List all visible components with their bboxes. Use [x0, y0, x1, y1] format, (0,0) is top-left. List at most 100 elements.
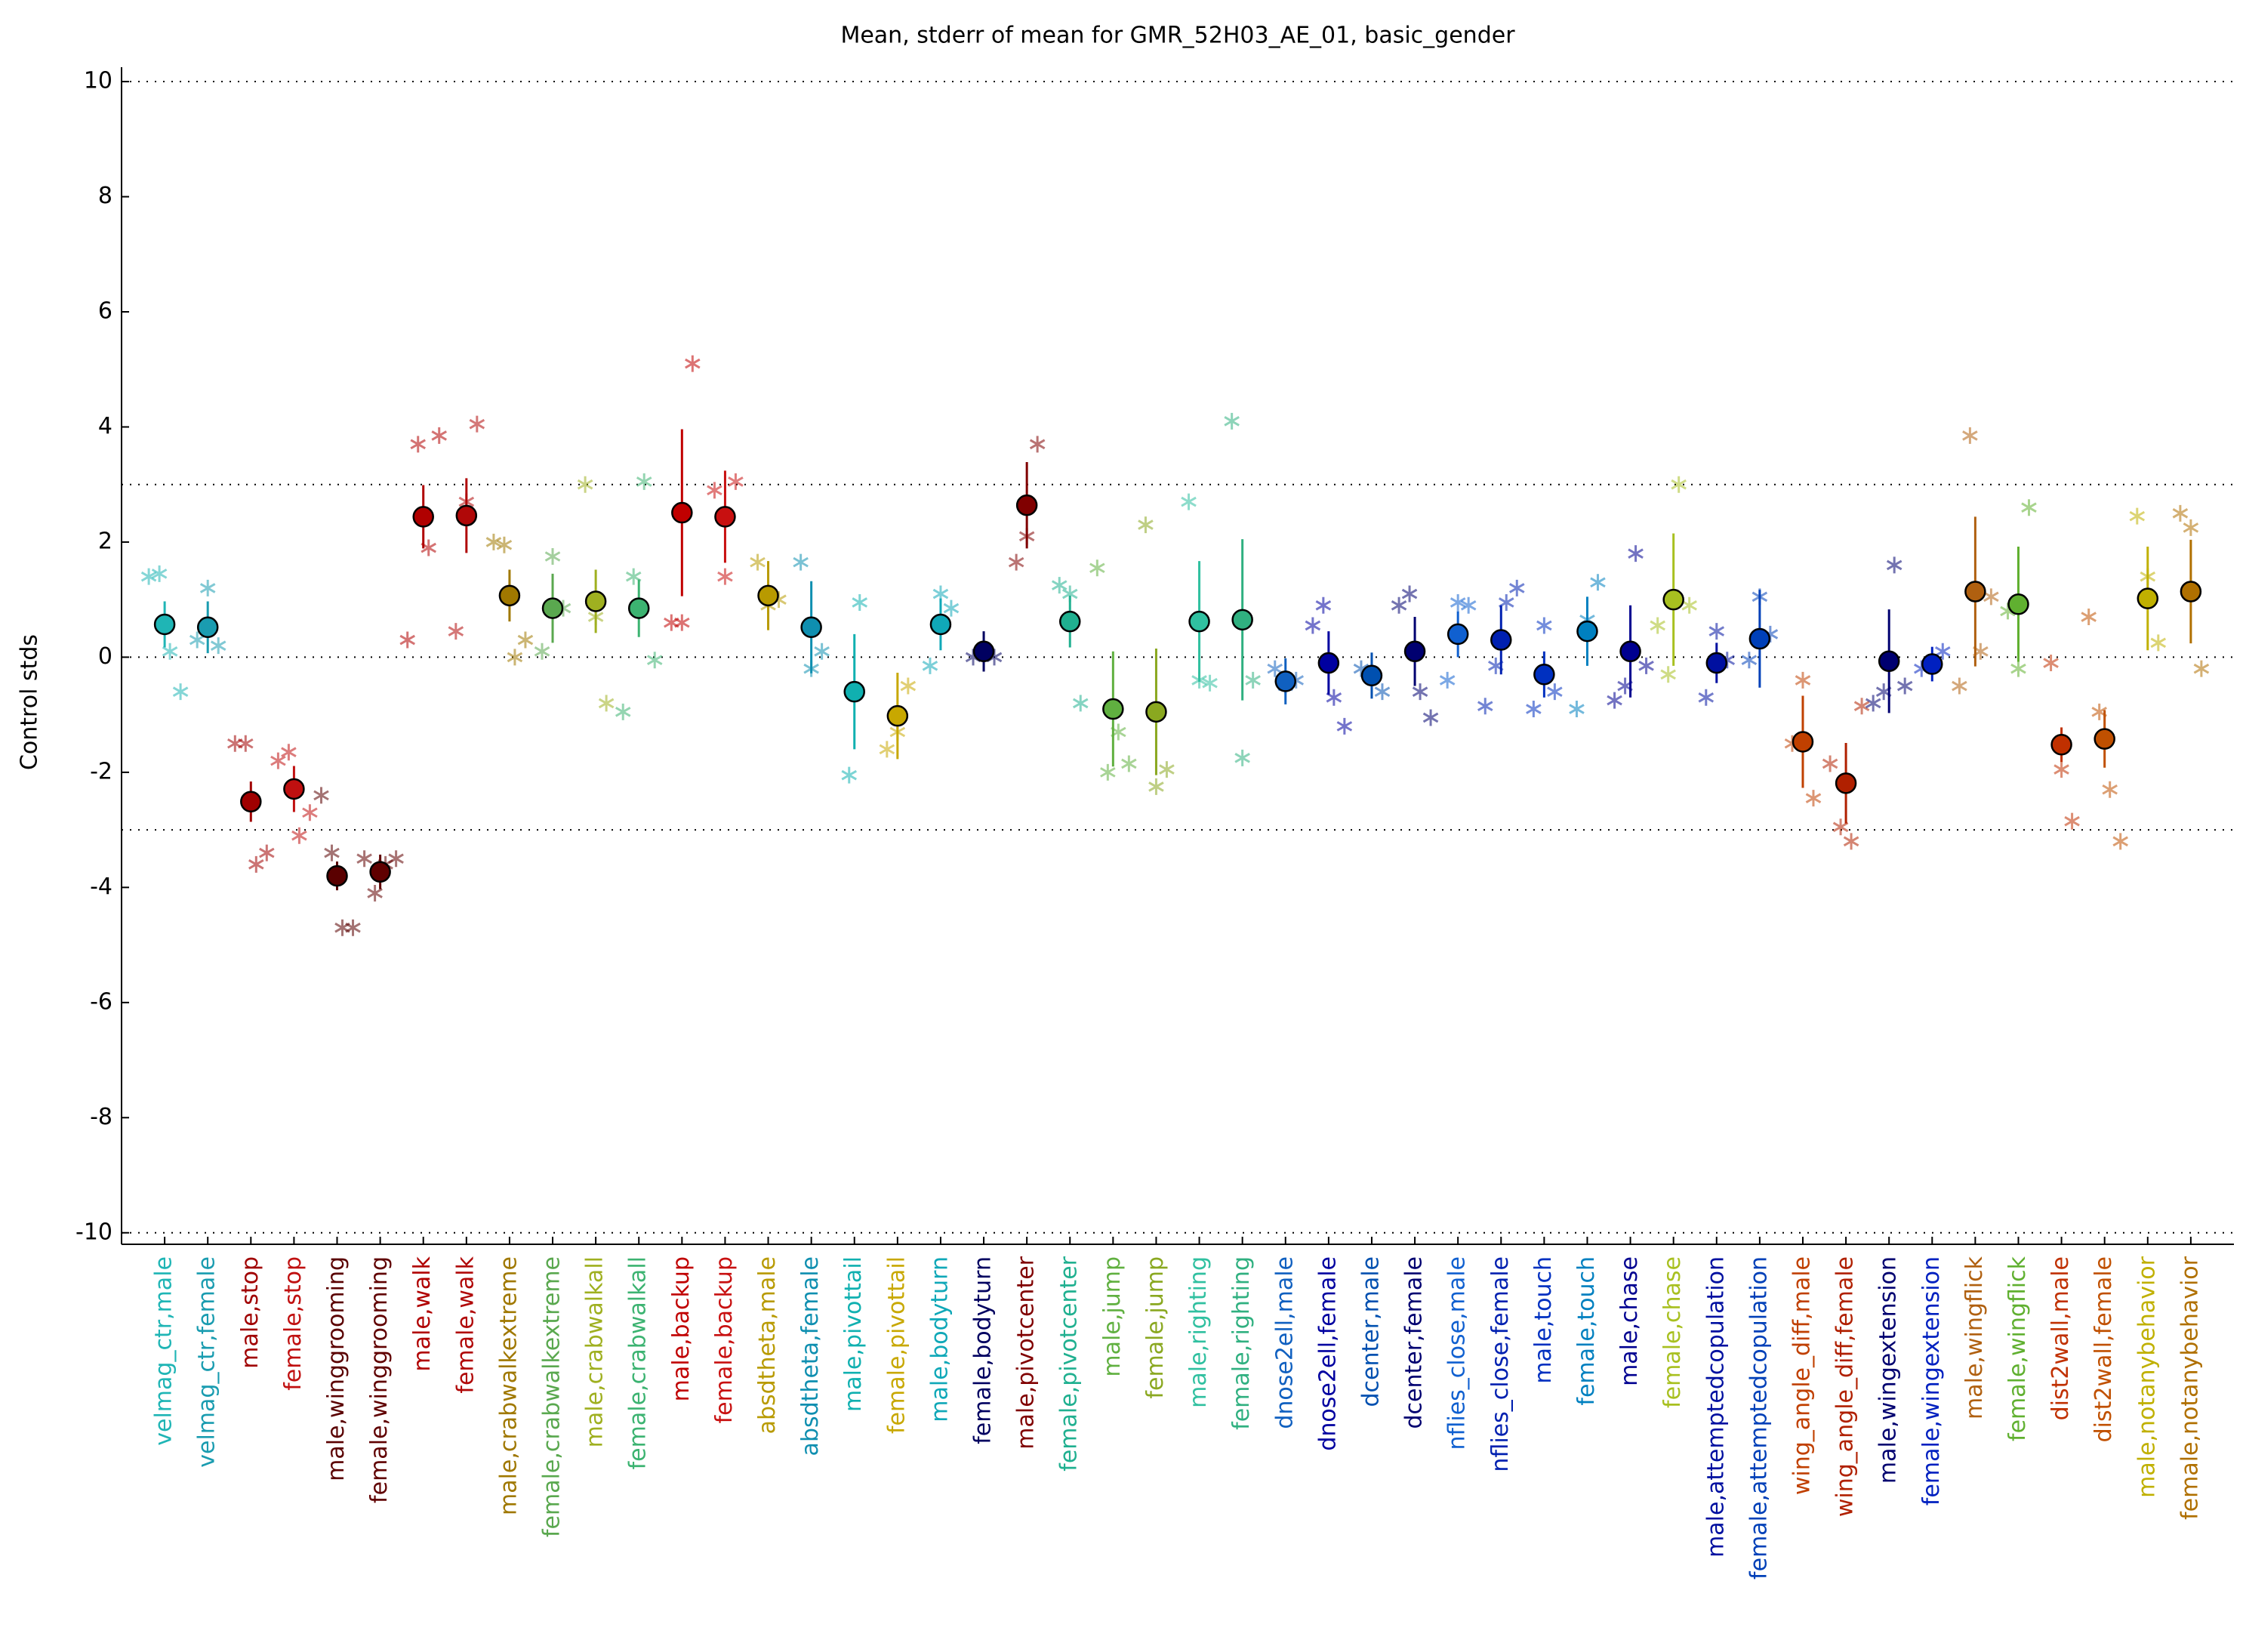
experiment-point	[2102, 781, 2118, 798]
x-tick-label: male,backup	[668, 1256, 695, 1401]
experiment-point	[534, 643, 550, 660]
x-tick-label: female,righting	[1228, 1256, 1255, 1430]
x-tick-label: male,pivotcenter	[1013, 1256, 1040, 1449]
x-tick-label: male,stop	[237, 1256, 263, 1369]
mean-marker	[2093, 728, 2115, 750]
experiment-point	[900, 677, 917, 695]
experiment-point	[1508, 579, 1525, 596]
y-tick-label: 10	[84, 68, 112, 94]
y-tick-label: -6	[90, 988, 112, 1015]
x-tick-label: female,notanybehavior	[2177, 1256, 2203, 1520]
experiment-point	[717, 568, 733, 585]
y-tick-label: 2	[98, 528, 112, 554]
experiment-point	[577, 476, 593, 493]
y-axis-label: Control stds	[17, 634, 43, 770]
experiment-point	[2112, 833, 2128, 850]
experiment-point	[410, 436, 426, 453]
y-tick-label: 6	[98, 297, 112, 324]
mean-marker	[671, 501, 693, 524]
x-tick-label: female,touch	[1573, 1256, 1600, 1406]
mean-marker	[1835, 772, 1857, 794]
experiment-point	[1547, 683, 1563, 701]
experiment-point	[1181, 493, 1197, 510]
mean-marker	[153, 613, 176, 636]
experiment-point	[1245, 671, 1261, 689]
mean-marker	[929, 613, 952, 636]
experiment-point	[943, 599, 960, 617]
y-tick-label: 8	[98, 183, 112, 209]
experiment-point	[2081, 609, 2097, 626]
experiment-point	[2129, 507, 2146, 525]
mean-marker	[886, 704, 909, 727]
x-tick-label: dist2wall,female	[2090, 1256, 2117, 1442]
experiment-point	[1100, 763, 1116, 781]
mean-marker	[1619, 640, 1641, 663]
x-tick-label: male,pivottail	[840, 1256, 867, 1412]
x-tick-label: female,wingflick	[2004, 1256, 2031, 1441]
mean-marker	[283, 778, 305, 800]
mean-marker	[1878, 650, 1900, 672]
experiment-point	[1853, 698, 1870, 715]
experiment-point	[1234, 749, 1250, 766]
experiment-point	[615, 703, 631, 720]
experiment-point	[2172, 504, 2189, 522]
mean-marker	[240, 791, 262, 813]
experiment-point	[259, 844, 275, 861]
mean-marker	[1317, 652, 1340, 674]
y-tick-label: 4	[98, 413, 112, 439]
experiment-point	[388, 850, 404, 868]
experiment-point	[199, 579, 216, 596]
mean-marker	[498, 584, 521, 607]
mean-marker	[1403, 640, 1426, 663]
experiment-point	[334, 919, 350, 936]
experiment-point	[1326, 689, 1342, 706]
mean-marker	[800, 616, 822, 639]
experiment-point	[1886, 556, 1902, 574]
mean-marker	[326, 865, 348, 887]
experiment-point	[431, 427, 447, 444]
x-tick-label: female,backup	[711, 1256, 738, 1423]
experiment-point	[1698, 689, 1715, 706]
experiment-point	[1671, 476, 1687, 493]
mean-marker	[1705, 652, 1728, 674]
mean-marker	[1576, 620, 1598, 643]
x-tick-label: female,wingextension	[1918, 1256, 1945, 1506]
x-tick-label: absdtheta,female	[797, 1256, 824, 1456]
mean-marker	[843, 680, 865, 703]
experiment-point	[469, 415, 485, 433]
experiment-point	[598, 695, 615, 712]
mean-marker	[972, 640, 995, 663]
experiment-point	[1569, 701, 1585, 718]
mean-marker	[1662, 588, 1684, 611]
experiment-point	[852, 593, 868, 611]
mean-marker	[1446, 623, 1469, 646]
experiment-point	[345, 919, 361, 936]
x-tick-label: female,winggrooming	[366, 1256, 393, 1503]
experiment-point	[291, 827, 307, 844]
x-tick-label: male,wingextension	[1875, 1256, 1902, 1484]
experiment-point	[1422, 709, 1439, 726]
experiment-point	[1896, 677, 1913, 695]
experiment-point	[1029, 436, 1046, 453]
experiment-point	[162, 643, 178, 660]
mean-marker	[2050, 734, 2072, 756]
x-tick-label: wing_angle_diff,male	[1788, 1256, 1815, 1495]
x-tick-label: absdtheta,male	[754, 1256, 781, 1434]
x-tick-label: male,walk	[409, 1256, 436, 1371]
y-tick-label: -8	[90, 1104, 112, 1130]
mean-marker	[1921, 653, 1943, 675]
experiment-point	[281, 744, 297, 761]
mean-marker	[1792, 731, 1814, 753]
experiment-point	[1843, 833, 1859, 850]
x-tick-label: female,pivottail	[883, 1256, 910, 1434]
experiment-point	[1865, 695, 1881, 712]
experiment-point	[674, 614, 690, 631]
experiment-point	[1638, 657, 1654, 674]
experiment-point	[1805, 790, 1822, 807]
x-tick-label: male,bodyturn	[926, 1256, 953, 1422]
experiment-point	[367, 884, 383, 902]
experiment-point	[636, 473, 652, 490]
y-tick-label: -10	[75, 1219, 112, 1245]
experiment-point	[1741, 652, 1758, 669]
experiment-point	[1089, 559, 1105, 577]
